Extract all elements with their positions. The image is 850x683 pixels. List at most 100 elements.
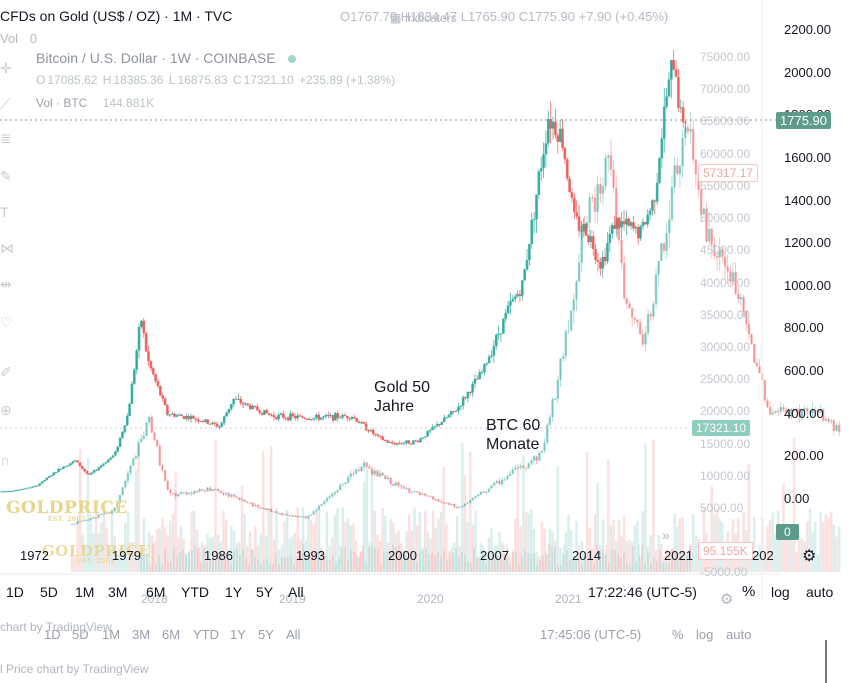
magnet-icon[interactable]: ∩	[0, 452, 11, 468]
gold-candle	[620, 221, 623, 228]
timeframe-button-ytd[interactable]: YTD	[181, 584, 209, 600]
btc-volume-bar	[262, 450, 265, 572]
btc-candle	[190, 492, 193, 494]
btc-volume-bar	[681, 516, 684, 572]
btc-candle	[747, 323, 751, 335]
btc-volume-bar	[572, 554, 575, 572]
btc-candle	[413, 491, 416, 493]
gold-candle	[523, 269, 526, 281]
btc-volume-bar	[421, 547, 424, 572]
btc-candle	[325, 498, 329, 502]
btc-candle	[203, 490, 207, 492]
timeframe-button-all[interactable]: All	[288, 584, 304, 600]
measure-icon[interactable]: ⇹	[0, 276, 12, 292]
timeframe-button-1m[interactable]: 1M	[75, 584, 95, 600]
btc-clock[interactable]: 17:45:06 (UTC-5)	[540, 627, 642, 642]
crosshair-icon[interactable]: ✛	[0, 60, 12, 76]
btc-candle	[336, 490, 339, 493]
gold-candle	[308, 419, 311, 421]
gold-candle	[565, 159, 569, 179]
gold-volume-bar	[614, 549, 616, 572]
btc-candle	[514, 467, 517, 470]
btc-volume-bar	[652, 439, 655, 572]
fib-icon[interactable]: ≣	[0, 130, 12, 146]
btc-volume-bar	[588, 527, 591, 572]
gold-candle	[421, 437, 425, 439]
btc-volume-bar	[699, 552, 703, 572]
btc-log-toggle[interactable]: log	[696, 627, 714, 642]
btc-candle	[713, 244, 716, 256]
btc-volume-bar	[596, 483, 599, 572]
gold-candle	[239, 398, 243, 404]
btc-candle	[715, 255, 719, 258]
btc-candle	[256, 504, 260, 508]
btc-volume-bar	[174, 472, 177, 572]
btc-candle	[397, 482, 400, 486]
btc-settings-icon[interactable]: ⚙	[720, 591, 734, 608]
gold-volume-bar	[521, 555, 523, 572]
gold-candle	[357, 421, 361, 424]
gold-volume-bar	[332, 554, 334, 572]
btc-timeframe-button-1m[interactable]: 1M	[102, 627, 121, 642]
btc-timeframe-button-ytd[interactable]: YTD	[193, 627, 219, 642]
btc-volume-bar	[474, 510, 477, 572]
ruler-icon[interactable]: ✐	[0, 364, 12, 380]
btc-volume-bar	[447, 550, 451, 572]
tradingview-credit-2[interactable]: l Price chart by TradingView	[0, 662, 149, 676]
gold-log-toggle[interactable]: log	[771, 584, 790, 600]
zoom-icon[interactable]: ⊕	[0, 402, 12, 418]
gold-volume-bar	[323, 552, 325, 572]
gold-candle	[19, 489, 23, 491]
btc-candle	[516, 467, 520, 469]
timeframe-button-3m[interactable]: 3M	[108, 584, 128, 600]
btc-volume-bar	[418, 511, 422, 572]
timeframe-button-1y[interactable]: 1Y	[225, 584, 243, 600]
btc-candle	[607, 155, 610, 158]
timeframe-button-5d[interactable]: 5D	[40, 584, 58, 600]
gold-candle	[227, 408, 231, 413]
gold-volume-bar	[416, 561, 418, 572]
scroll-right-icon[interactable]: »	[662, 527, 670, 543]
btc-auto-toggle[interactable]: auto	[726, 627, 752, 642]
btc-volume-bar	[251, 548, 254, 572]
gold-volume-bar	[380, 564, 382, 572]
gold-candle	[374, 433, 377, 435]
gold-candle	[393, 443, 396, 445]
trendline-icon[interactable]: ⟋	[0, 96, 10, 112]
gold-year-label: 2000	[388, 548, 417, 563]
btc-timeframe-button-5d[interactable]: 5D	[72, 627, 89, 642]
btc-volume-bar	[264, 535, 268, 572]
settings-gear-icon[interactable]: ⚙	[802, 548, 817, 565]
indicators-button[interactable]: ▦ Indicators	[390, 11, 457, 25]
btc-volume-bar	[662, 555, 666, 572]
pattern-icon[interactable]: ⋈	[0, 240, 14, 256]
btc-candle	[771, 412, 775, 415]
gold-volume-bar	[656, 561, 658, 572]
brush-icon[interactable]: ✎	[0, 168, 12, 184]
gold-candle	[66, 465, 70, 467]
btc-timeframe-button-1d[interactable]: 1D	[44, 627, 61, 642]
timeframe-button-5y[interactable]: 5Y	[256, 584, 274, 600]
btc-candle	[458, 507, 461, 509]
btc-timeframe-button-5y[interactable]: 5Y	[258, 627, 274, 642]
gold-percent-toggle[interactable]: %	[742, 583, 756, 600]
btc-candle	[646, 314, 650, 334]
gold-clock[interactable]: 17:22:46 (UTC-5)	[588, 584, 697, 600]
tradingview-credit[interactable]: chart by TradingView	[0, 620, 112, 634]
indicators-icon: ▦	[390, 11, 402, 25]
btc-timeframe-button-3m[interactable]: 3M	[132, 627, 151, 642]
timeframe-button-1d[interactable]: 1D	[6, 584, 24, 600]
btc-candle	[333, 492, 337, 495]
timeframe-button-6m[interactable]: 6M	[146, 584, 166, 600]
btc-timeframe-button-all[interactable]: All	[286, 627, 301, 642]
gold-auto-toggle[interactable]: auto	[806, 584, 834, 600]
gold-volume-bar	[191, 549, 193, 572]
text-icon[interactable]: T	[0, 204, 9, 220]
btc-candle	[461, 506, 464, 508]
btc-percent-toggle[interactable]: %	[672, 627, 684, 642]
btc-volume-bar	[715, 508, 719, 572]
btc-volume-bar	[620, 535, 623, 572]
btc-timeframe-button-6m[interactable]: 6M	[162, 627, 181, 642]
btc-timeframe-button-1y[interactable]: 1Y	[230, 627, 246, 642]
favorite-icon[interactable]: ♡	[0, 314, 13, 330]
